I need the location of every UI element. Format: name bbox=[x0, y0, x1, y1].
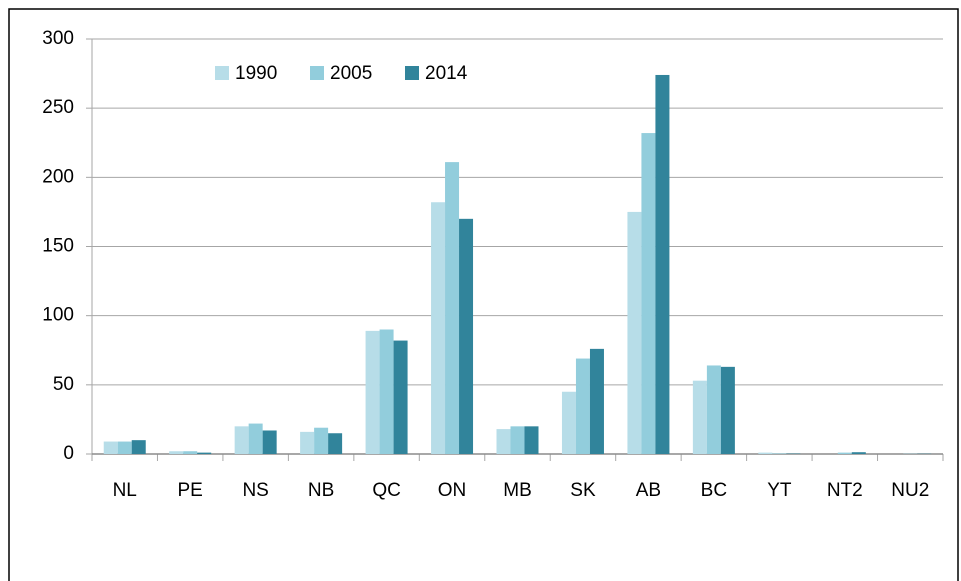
bar bbox=[234, 426, 249, 454]
bar bbox=[117, 441, 132, 454]
bar bbox=[328, 433, 343, 454]
x-tick-label: YT bbox=[767, 480, 792, 501]
x-tick-label: PE bbox=[178, 480, 203, 501]
legend-label: 2005 bbox=[330, 63, 372, 84]
legend-swatch bbox=[310, 66, 324, 80]
bar bbox=[641, 133, 656, 455]
x-tick-label: NT2 bbox=[827, 480, 863, 501]
bar bbox=[837, 452, 852, 454]
bar bbox=[524, 426, 539, 454]
bar bbox=[706, 365, 721, 454]
x-tick-label: QC bbox=[372, 480, 401, 501]
bar bbox=[561, 391, 576, 454]
bar bbox=[627, 211, 642, 454]
y-tick-label: 150 bbox=[42, 236, 74, 257]
bar bbox=[393, 340, 408, 454]
bar bbox=[169, 451, 184, 454]
bar bbox=[131, 440, 146, 454]
bar bbox=[692, 380, 707, 454]
y-tick-label: 300 bbox=[42, 28, 74, 49]
legend-swatch bbox=[215, 66, 229, 80]
bar bbox=[772, 453, 787, 454]
x-tick-label: SK bbox=[570, 480, 596, 501]
bar bbox=[379, 329, 394, 454]
bar bbox=[365, 330, 380, 454]
x-tick-label: AB bbox=[636, 480, 661, 501]
bar bbox=[262, 430, 277, 454]
bar bbox=[575, 358, 590, 454]
bar bbox=[103, 441, 118, 454]
bar bbox=[248, 423, 263, 454]
y-tick-label: 0 bbox=[63, 443, 74, 464]
bar bbox=[300, 431, 315, 454]
bar bbox=[183, 451, 198, 454]
x-tick-label: MB bbox=[503, 480, 532, 501]
x-tick-label: BC bbox=[701, 480, 727, 501]
y-tick-label: 200 bbox=[42, 166, 74, 187]
bar bbox=[510, 426, 525, 454]
y-tick-label: 50 bbox=[53, 374, 74, 395]
bar bbox=[851, 452, 866, 454]
x-tick-label: ON bbox=[438, 480, 467, 501]
bar bbox=[445, 162, 460, 454]
legend-swatch bbox=[405, 66, 419, 80]
y-tick-label: 250 bbox=[42, 97, 74, 118]
bar bbox=[197, 452, 212, 454]
legend-label: 2014 bbox=[425, 63, 468, 84]
bar bbox=[496, 429, 511, 454]
legend-label: 1990 bbox=[235, 63, 277, 84]
x-tick-label: NU2 bbox=[891, 480, 929, 501]
bar bbox=[314, 427, 329, 454]
bar bbox=[459, 218, 474, 454]
bar bbox=[758, 452, 773, 454]
y-tick-label: 100 bbox=[42, 305, 74, 326]
x-tick-label: NB bbox=[308, 480, 334, 501]
bar bbox=[655, 74, 670, 454]
bar bbox=[431, 202, 446, 454]
bar bbox=[589, 348, 604, 454]
x-tick-label: NS bbox=[242, 480, 268, 501]
x-tick-label: NL bbox=[113, 480, 137, 501]
bar bbox=[720, 366, 735, 454]
chart-frame bbox=[8, 8, 959, 581]
